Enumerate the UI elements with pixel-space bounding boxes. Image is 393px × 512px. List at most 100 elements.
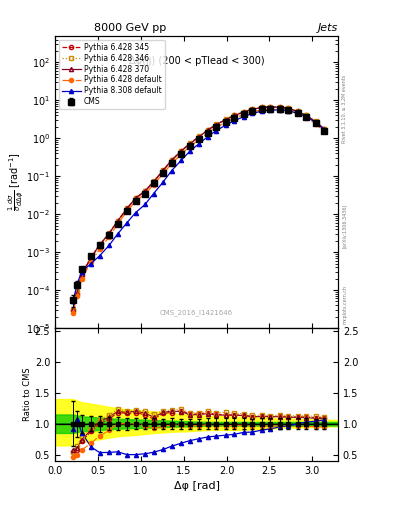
Pythia 6.428 346	[322, 125, 327, 132]
Pythia 6.428 345	[268, 104, 273, 110]
Pythia 8.308 default	[79, 269, 84, 275]
Pythia 6.428 345	[250, 106, 255, 112]
Pythia 8.308 default	[89, 261, 94, 267]
Pythia 6.428 346	[214, 121, 219, 127]
Pythia 6.428 370	[133, 195, 138, 201]
Pythia 6.428 346	[197, 133, 202, 139]
Pythia 6.428 370	[79, 271, 84, 278]
Pythia 6.428 346	[79, 270, 84, 276]
Pythia 8.308 default	[232, 118, 237, 124]
Pythia 6.428 370	[125, 205, 129, 211]
Pythia 8.308 default	[161, 179, 165, 185]
Pythia 6.428 346	[313, 118, 318, 124]
Pythia 6.428 346	[75, 289, 80, 295]
Pythia 6.428 370	[169, 157, 174, 163]
Pythia 6.428 370	[97, 242, 102, 248]
Pythia 6.428 default	[133, 198, 138, 204]
Text: CMS_2016_I1421646: CMS_2016_I1421646	[160, 310, 233, 316]
Pythia 6.428 346	[295, 108, 300, 114]
Pythia 6.428 370	[161, 167, 165, 174]
Pythia 6.428 default	[286, 108, 290, 114]
Pythia 6.428 346	[241, 109, 246, 115]
Pythia 6.428 345	[322, 126, 327, 132]
Pythia 6.428 370	[241, 109, 246, 115]
Pythia 6.428 345	[223, 117, 228, 123]
Pythia 6.428 370	[187, 141, 192, 147]
Legend: Pythia 6.428 345, Pythia 6.428 346, Pythia 6.428 370, Pythia 6.428 default, Pyth: Pythia 6.428 345, Pythia 6.428 346, Pyth…	[59, 39, 165, 110]
Pythia 6.428 346	[107, 230, 111, 236]
Line: Pythia 6.428 default: Pythia 6.428 default	[71, 107, 326, 315]
Pythia 8.308 default	[268, 107, 273, 113]
Pythia 6.428 370	[89, 254, 94, 261]
Pythia 6.428 346	[286, 105, 290, 111]
Line: Pythia 6.428 346: Pythia 6.428 346	[71, 104, 326, 312]
Pythia 6.428 345	[107, 231, 111, 237]
Pythia 6.428 345	[143, 188, 147, 195]
Pythia 6.428 default	[322, 129, 327, 135]
Pythia 6.428 370	[250, 106, 255, 113]
Pythia 6.428 370	[223, 117, 228, 123]
Pythia 6.428 370	[179, 148, 184, 154]
Pythia 6.428 370	[205, 127, 210, 133]
Pythia 6.428 346	[161, 167, 165, 173]
Pythia 6.428 370	[197, 134, 202, 140]
Pythia 6.428 default	[205, 130, 210, 136]
Text: Rivet 3.1.10, ≥ 3.2M events: Rivet 3.1.10, ≥ 3.2M events	[342, 75, 347, 143]
Text: Jets: Jets	[318, 23, 338, 33]
Pythia 8.308 default	[304, 114, 309, 120]
Pythia 6.428 default	[214, 124, 219, 131]
Pythia 6.428 345	[71, 307, 75, 313]
Text: mcplots.cern.ch: mcplots.cern.ch	[342, 285, 347, 324]
Pythia 6.428 345	[115, 218, 120, 224]
Pythia 6.428 346	[151, 178, 156, 184]
Pythia 6.428 370	[232, 113, 237, 119]
Pythia 6.428 default	[107, 234, 111, 240]
Text: 8000 GeV pp: 8000 GeV pp	[94, 23, 166, 33]
Pythia 6.428 370	[107, 230, 111, 237]
Pythia 6.428 default	[259, 107, 264, 113]
Pythia 6.428 345	[89, 255, 94, 261]
Pythia 6.428 345	[232, 112, 237, 118]
Pythia 6.428 370	[75, 290, 80, 296]
Pythia 6.428 345	[133, 196, 138, 202]
Pythia 6.428 345	[161, 167, 165, 174]
Pythia 6.428 345	[125, 205, 129, 211]
Pythia 8.308 default	[286, 108, 290, 114]
Pythia 6.428 345	[79, 272, 84, 278]
Pythia 6.428 default	[151, 182, 156, 188]
Pythia 8.308 default	[169, 167, 174, 174]
Pythia 6.428 default	[97, 246, 102, 252]
Pythia 6.428 370	[277, 104, 282, 110]
Pythia 6.428 346	[169, 157, 174, 163]
Pythia 6.428 345	[295, 109, 300, 115]
Pythia 6.428 345	[313, 118, 318, 124]
Pythia 6.428 370	[286, 105, 290, 112]
Pythia 6.428 default	[79, 275, 84, 282]
Pythia 6.428 370	[322, 126, 327, 132]
Pythia 6.428 default	[223, 119, 228, 125]
Pythia 6.428 345	[75, 291, 80, 297]
Pythia 8.308 default	[107, 242, 111, 248]
Pythia 6.428 346	[187, 140, 192, 146]
Pythia 6.428 default	[125, 208, 129, 214]
Text: [arXiv:1306.3436]: [arXiv:1306.3436]	[342, 204, 347, 248]
Pythia 6.428 370	[115, 218, 120, 224]
Pythia 8.308 default	[241, 114, 246, 120]
Pythia 6.428 370	[143, 188, 147, 194]
Pythia 6.428 default	[232, 115, 237, 121]
Pythia 8.308 default	[250, 111, 255, 117]
Pythia 6.428 346	[133, 195, 138, 201]
Pythia 6.428 370	[151, 179, 156, 185]
Pythia 6.428 346	[115, 218, 120, 224]
Pythia 6.428 default	[250, 109, 255, 115]
Pythia 6.428 default	[161, 171, 165, 177]
Pythia 6.428 345	[197, 134, 202, 140]
Pythia 6.428 345	[277, 104, 282, 110]
Pythia 6.428 346	[277, 104, 282, 110]
Pythia 6.428 345	[214, 121, 219, 127]
Pythia 6.428 default	[89, 259, 94, 265]
Text: Δφ(jj) (200 < pTlead < 300): Δφ(jj) (200 < pTlead < 300)	[129, 56, 264, 66]
Pythia 8.308 default	[223, 122, 228, 129]
Pythia 6.428 default	[143, 191, 147, 197]
Pythia 6.428 345	[169, 157, 174, 163]
